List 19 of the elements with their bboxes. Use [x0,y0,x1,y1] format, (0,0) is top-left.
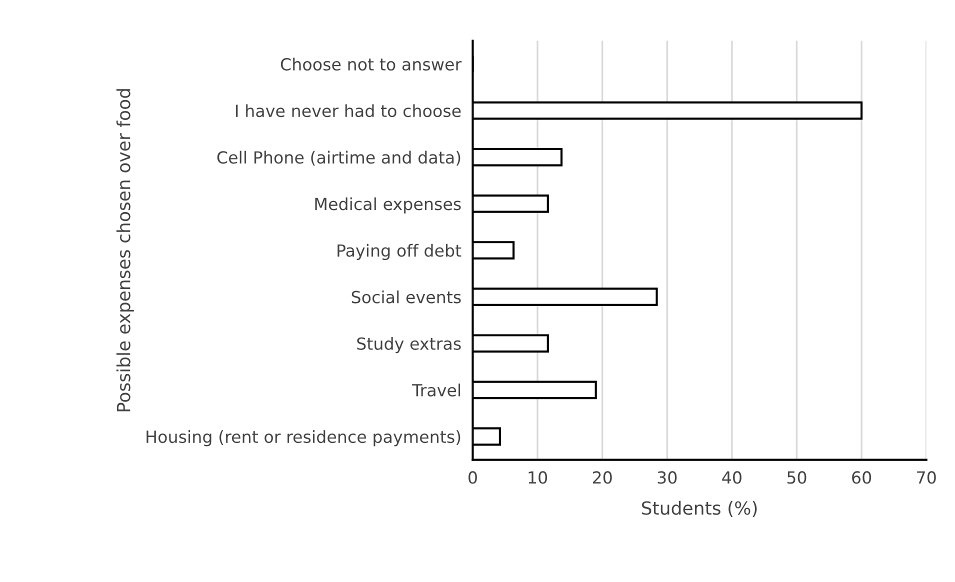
y-tick-label: Choose not to answer [280,58,462,71]
x-tick-label: 30 [658,471,677,484]
y-tick-label: Cell Phone (airtime and data) [217,150,460,166]
y-tick-label: Study extras [357,337,461,354]
x-axis-title: Students (%) [642,500,757,518]
x-tick-label: 0 [468,471,477,484]
y-tick-label: Housing (rent or residence payments) [146,430,460,446]
y-tick-label: Social events [352,290,461,304]
x-tick-label: 40 [722,471,742,484]
y-axis-title: Possible expenses chosen over food [116,89,134,412]
y-tick-label: I have never had to choose [236,104,461,118]
y-tick-label: Medical expenses [315,197,461,214]
y-tick-label: Travel [412,384,460,397]
x-tick-label: 70 [917,471,936,484]
x-tick-label: 60 [852,471,872,484]
y-tick-label: Paying off debt [338,244,462,260]
x-tick-label: 50 [787,471,806,484]
x-tick-label: 10 [528,471,548,484]
x-tick-label: 20 [592,471,612,484]
